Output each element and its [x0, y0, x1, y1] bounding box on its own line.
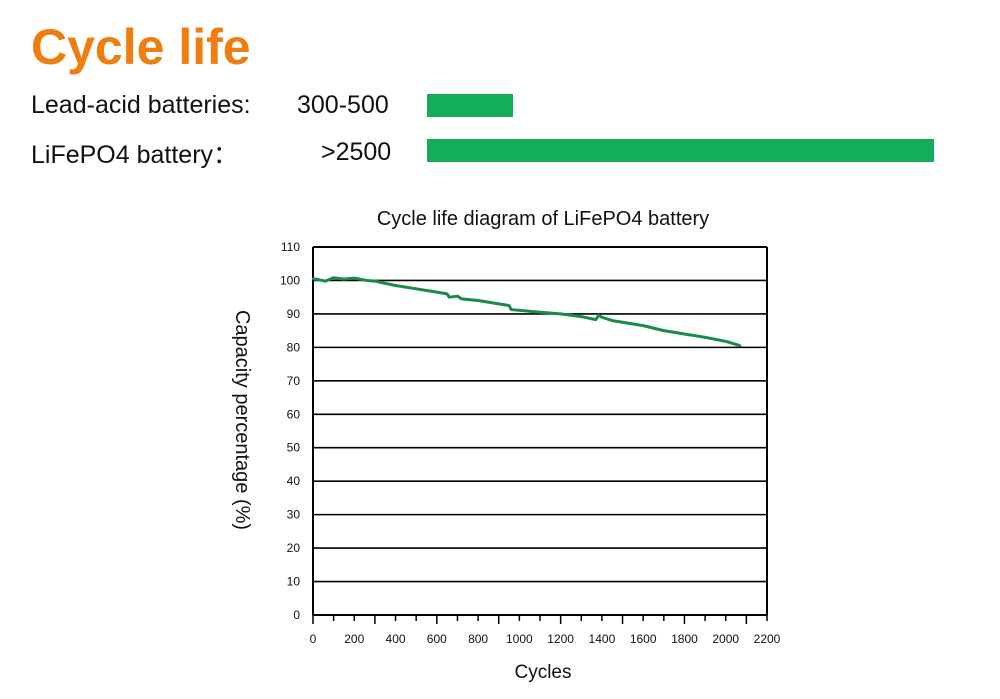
data-point [724, 340, 727, 343]
x-tick-label: 1200 [547, 632, 574, 646]
x-tick-label: 1800 [671, 632, 698, 646]
data-point [641, 324, 645, 327]
x-tick-label: 200 [344, 632, 364, 646]
data-point [538, 311, 542, 314]
data-point [662, 329, 666, 332]
x-tick-label: 1000 [506, 632, 533, 646]
data-point [445, 292, 449, 296]
y-tick-label: 40 [287, 474, 301, 488]
y-tick-label: 70 [287, 374, 301, 388]
page-title: Cycle life [31, 19, 251, 75]
y-tick-label: 30 [287, 508, 301, 522]
data-point [435, 290, 439, 294]
data-point [683, 332, 686, 336]
lifepo4-label: LiFePO4 battery： [31, 141, 239, 169]
lead-acid-value: 300-500 [297, 91, 389, 119]
data-point [311, 277, 315, 280]
y-tick-label: 50 [287, 441, 301, 455]
chart-title: Cycle life diagram of LiFePO4 battery [377, 208, 709, 230]
y-tick-label: 80 [287, 340, 301, 354]
y-tick-label: 0 [293, 608, 300, 622]
x-tick-label: 800 [468, 632, 488, 646]
x-axis-label: Cycles [514, 662, 571, 683]
data-point [353, 276, 356, 280]
x-tick-label: 1600 [630, 632, 657, 646]
data-point [373, 279, 377, 283]
y-axis-label: Capacity percentage (%) [231, 310, 253, 530]
data-point [332, 276, 335, 279]
y-tick-label: 10 [287, 575, 301, 589]
x-tick-label: 400 [386, 632, 406, 646]
capacity-line [312, 276, 741, 348]
data-point [365, 279, 368, 282]
data-point [738, 344, 742, 347]
data-point [476, 299, 480, 302]
data-point [456, 294, 459, 298]
data-point [703, 336, 707, 339]
x-tick-label: 1400 [589, 632, 616, 646]
y-tick-label: 20 [287, 541, 301, 555]
y-tick-label: 110 [281, 240, 300, 254]
data-point [324, 279, 327, 283]
lead-acid-bar [427, 94, 514, 117]
x-tick-label: 2000 [712, 632, 739, 646]
data-point [559, 312, 562, 316]
data-point [448, 295, 451, 299]
y-tick-label: 60 [287, 407, 301, 421]
data-point [611, 319, 614, 322]
data-point [580, 315, 583, 318]
data-point [507, 304, 511, 307]
data-point [597, 314, 601, 317]
y-tick-label: 90 [287, 307, 301, 321]
data-point [497, 302, 500, 306]
x-tick-label: 2200 [754, 632, 781, 646]
data-point [594, 318, 597, 321]
lifepo4-bar [427, 139, 934, 162]
y-tick-label: 100 [280, 273, 300, 287]
data-point [600, 316, 604, 319]
lead-acid-label: Lead-acid batteries: [31, 91, 251, 119]
data-point [509, 308, 513, 311]
data-point [317, 278, 321, 281]
data-point [460, 297, 463, 301]
lifepo4-value: >2500 [321, 138, 392, 166]
x-tick-label: 0 [310, 632, 317, 646]
data-point [342, 277, 346, 281]
data-point [394, 284, 397, 287]
x-tick-label: 600 [427, 632, 447, 646]
data-point [414, 287, 418, 291]
